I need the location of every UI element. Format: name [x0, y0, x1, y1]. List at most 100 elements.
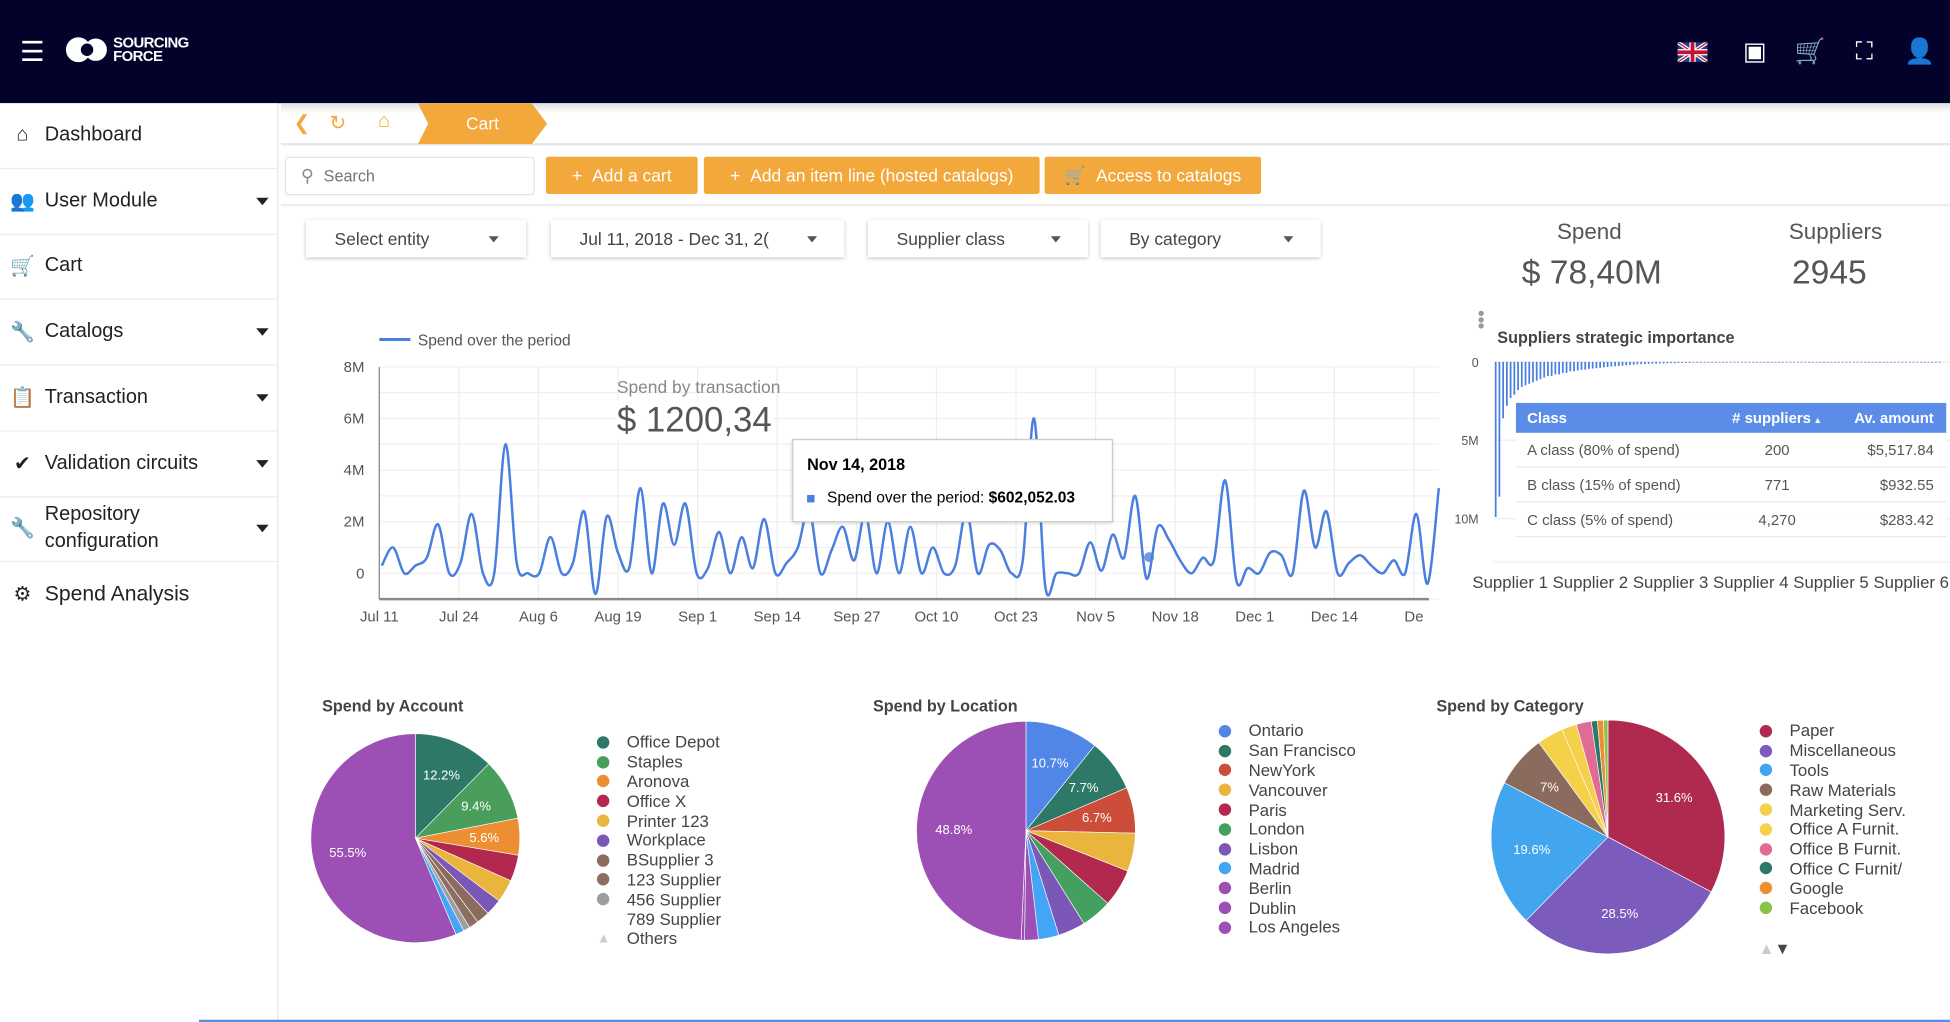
supplier-bar[interactable] — [1774, 361, 1777, 363]
supplier-bar[interactable] — [1804, 361, 1807, 363]
supplier-bar[interactable] — [1547, 361, 1549, 376]
legend-item[interactable]: 123 Supplier — [596, 870, 721, 890]
supplier-bar[interactable] — [1685, 361, 1687, 363]
supplier-bar[interactable] — [1912, 361, 1915, 363]
legend-item[interactable]: Marketing Serv. — [1759, 800, 1906, 820]
supplier-bar[interactable] — [1793, 361, 1796, 363]
legend-item[interactable]: Facebook — [1759, 898, 1906, 918]
chevron-down-icon[interactable] — [256, 459, 269, 467]
hover-point[interactable] — [1144, 552, 1155, 563]
pie-slice[interactable] — [1607, 719, 1726, 893]
supplier-bar[interactable] — [1617, 361, 1620, 366]
supplier-bar[interactable] — [1550, 361, 1553, 376]
supplier-bar[interactable] — [1890, 361, 1893, 363]
supplier-bar[interactable] — [1849, 361, 1851, 363]
supplier-class-select[interactable]: Supplier class — [868, 220, 1089, 258]
supplier-bar[interactable] — [1569, 361, 1572, 372]
supplier-bar[interactable] — [1606, 361, 1609, 368]
supplier-bar[interactable] — [1677, 361, 1680, 363]
legend-item[interactable]: Aronova — [596, 772, 721, 792]
supplier-bar[interactable] — [1867, 361, 1870, 363]
supplier-bar[interactable] — [1800, 361, 1803, 363]
legend-item[interactable]: Raw Materials — [1759, 780, 1906, 800]
legend-item[interactable]: NewYork — [1218, 761, 1356, 781]
supplier-bar[interactable] — [1852, 361, 1855, 363]
legend-item[interactable]: Madrid — [1218, 859, 1356, 879]
supplier-bar[interactable] — [1681, 361, 1684, 363]
chevron-down-icon[interactable] — [256, 525, 269, 533]
supplier-bar[interactable] — [1741, 361, 1743, 363]
menu-icon[interactable]: ☰ — [20, 36, 45, 68]
supplier-bar[interactable] — [1894, 361, 1896, 363]
chevron-down-icon[interactable] — [256, 393, 269, 402]
sidebar-item-validation-circuits[interactable]: ✔ Validation circuits — [0, 431, 279, 497]
spend-series-line[interactable] — [380, 417, 1441, 597]
supplier-bar[interactable] — [1714, 361, 1717, 363]
supplier-bar[interactable] — [1729, 361, 1732, 363]
sidebar-item-transaction[interactable]: 📋 Transaction — [0, 365, 279, 432]
supplier-bar[interactable] — [1614, 361, 1616, 367]
back-icon[interactable]: ❮ — [293, 113, 311, 135]
legend-item[interactable]: San Francisco — [1218, 741, 1356, 761]
grouping-select[interactable]: By category — [1100, 220, 1321, 258]
supplier-bar[interactable] — [1875, 361, 1878, 363]
supplier-bar[interactable] — [1864, 361, 1866, 363]
legend-item[interactable]: Office Depot — [596, 732, 721, 752]
pie-slice[interactable] — [415, 733, 490, 839]
supplier-bar[interactable] — [1808, 361, 1810, 363]
supplier-bar[interactable] — [1509, 361, 1512, 398]
supplier-bar[interactable] — [1778, 361, 1781, 363]
supplier-bar[interactable] — [1733, 361, 1736, 363]
supplier-bar[interactable] — [1886, 361, 1889, 363]
supplier-bar[interactable] — [1815, 361, 1818, 363]
home-icon[interactable]: ⌂ — [378, 110, 391, 132]
page-down-icon[interactable]: ▼ — [1774, 938, 1791, 958]
supplier-bar[interactable] — [1561, 361, 1564, 373]
cart-icon[interactable]: 🛒 — [1794, 38, 1826, 66]
supplier-bar[interactable] — [1845, 361, 1848, 363]
column-header[interactable]: Av. amount — [1854, 409, 1934, 427]
supplier-bar[interactable] — [1897, 361, 1900, 363]
supplier-bar[interactable] — [1826, 361, 1829, 363]
supplier-bar[interactable] — [1882, 361, 1885, 363]
legend-item[interactable]: 789 Supplier — [597, 909, 721, 929]
chevron-down-icon[interactable] — [256, 197, 269, 205]
more-options-icon[interactable]: ● ● ● — [1477, 307, 1485, 334]
supplier-bar[interactable] — [1520, 361, 1523, 387]
legend-item[interactable]: Paris — [1218, 800, 1356, 820]
supplier-bar[interactable] — [1860, 361, 1863, 363]
sidebar-item-spend-analysis[interactable]: ⚙ Spend Analysis — [0, 562, 279, 628]
supplier-bar[interactable] — [1767, 361, 1769, 363]
supplier-bar[interactable] — [1632, 361, 1635, 365]
column-header[interactable]: Class — [1527, 409, 1567, 427]
legend-item[interactable]: Google — [1759, 878, 1906, 898]
sidebar-item-catalogs[interactable]: 🔧 Catalogs — [0, 300, 279, 366]
legend-item[interactable]: Ontario — [1218, 721, 1356, 741]
supplier-bar[interactable] — [1916, 361, 1919, 363]
access-catalogs-button[interactable]: 🛒 Access to catalogs — [1044, 156, 1262, 195]
supplier-bar[interactable] — [1673, 361, 1676, 364]
supplier-bar[interactable] — [1532, 361, 1534, 383]
supplier-bar[interactable] — [1662, 361, 1665, 364]
supplier-bar[interactable] — [1763, 361, 1766, 363]
supplier-bar[interactable] — [1819, 361, 1822, 363]
supplier-bar[interactable] — [1505, 361, 1508, 406]
supplier-bar[interactable] — [1502, 361, 1505, 419]
supplier-bar[interactable] — [1938, 361, 1941, 363]
user-icon[interactable]: 👤 — [1903, 38, 1935, 66]
supplier-bar[interactable] — [1718, 361, 1721, 363]
supplier-bar[interactable] — [1707, 361, 1710, 363]
supplier-bar[interactable] — [1770, 361, 1773, 363]
supplier-bar[interactable] — [1558, 361, 1560, 375]
supplier-bar[interactable] — [1931, 361, 1934, 363]
supplier-bar[interactable] — [1644, 361, 1646, 365]
supplier-bar[interactable] — [1823, 361, 1825, 363]
supplier-bar[interactable] — [1830, 361, 1833, 363]
pie-slice[interactable] — [1603, 719, 1609, 837]
supplier-bar[interactable] — [1498, 361, 1501, 497]
pie-slice[interactable] — [310, 733, 457, 943]
legend-item[interactable]: Vancouver — [1218, 780, 1356, 800]
chevron-down-icon[interactable] — [256, 328, 269, 336]
supplier-bar[interactable] — [1647, 361, 1650, 364]
supplier-bar[interactable] — [1621, 361, 1624, 366]
